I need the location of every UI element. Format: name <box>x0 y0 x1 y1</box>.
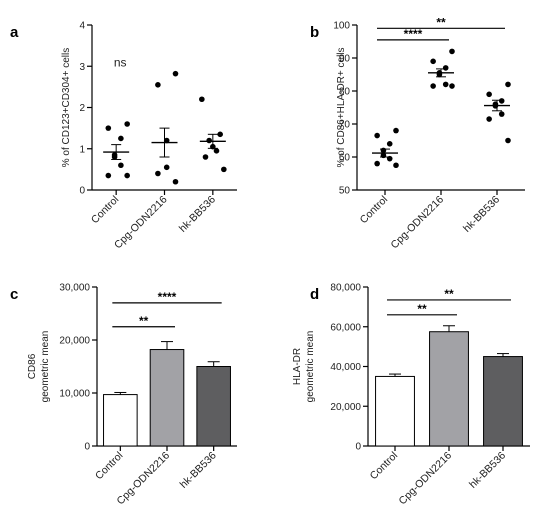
y-tick-label: 60 <box>339 153 351 164</box>
data-point <box>202 154 209 160</box>
y-tick-label: 50 <box>339 186 351 197</box>
y-tick-label: 30,000 <box>59 283 90 294</box>
bar-control <box>375 375 415 447</box>
data-point <box>172 70 179 77</box>
x-tick-label: Control <box>368 450 400 482</box>
x-tick-label: hk-BB536 <box>177 194 218 235</box>
data-point <box>374 160 380 167</box>
data-point <box>217 131 223 138</box>
data-point <box>505 137 511 144</box>
y-tick-label: 20,000 <box>330 402 361 413</box>
y-tick-label: 0 <box>355 442 361 453</box>
bar-hk-bb536 <box>196 366 231 447</box>
panel-letter-a: a <box>10 24 19 41</box>
data-point <box>155 82 161 88</box>
ns-label: ns <box>114 55 127 69</box>
x-tick-label: hk-BB536 <box>467 450 508 491</box>
panel-letter-b: b <box>310 24 319 41</box>
data-point <box>105 125 112 131</box>
y-tick-label: 60,000 <box>330 322 361 333</box>
y-axis-title: HLA-DR <box>292 348 303 385</box>
y-axis-title: geometric mean <box>305 331 316 403</box>
y-tick-label: 20,000 <box>59 336 90 347</box>
bar-control <box>103 394 138 447</box>
bar-cpg-odn2216 <box>149 349 185 447</box>
data-point <box>505 81 511 88</box>
significance-label: ** <box>417 302 427 316</box>
data-point <box>118 162 124 169</box>
significance-label: **** <box>158 290 177 304</box>
bar-cpg-odn2216 <box>429 331 469 447</box>
y-tick-label: 10,000 <box>59 389 90 400</box>
data-point <box>118 135 124 142</box>
significance-label: ** <box>436 15 446 29</box>
x-tick-label: Control <box>93 450 125 482</box>
bar-hk-bb536 <box>483 356 523 447</box>
data-point <box>199 96 205 103</box>
x-tick-label: hk-BB536 <box>178 450 219 491</box>
data-point <box>172 178 179 185</box>
x-tick-label: Cpg-ODN2216 <box>389 194 447 252</box>
y-axis-title: % of CD86+HLA-DR+ cells <box>336 47 347 167</box>
data-point <box>105 172 112 179</box>
panel-letter-d: d <box>310 286 319 303</box>
y-tick-label: 3 <box>79 62 85 73</box>
data-point <box>213 148 220 154</box>
data-point <box>430 83 436 89</box>
y-axis-title: geometric mean <box>40 331 51 403</box>
y-tick-label: 0 <box>79 186 85 197</box>
data-point <box>393 127 399 134</box>
data-point <box>393 162 399 169</box>
significance-label: **** <box>404 27 423 41</box>
data-point <box>374 132 380 139</box>
panel-letter-c: c <box>10 286 18 303</box>
y-tick-label: 4 <box>79 21 85 32</box>
data-point <box>124 121 130 127</box>
significance-label: ** <box>444 287 454 301</box>
data-point <box>221 166 227 173</box>
data-point <box>449 83 455 89</box>
y-axis-title: CD86 <box>27 353 38 379</box>
data-point <box>163 164 170 171</box>
y-tick-label: 0 <box>84 442 90 453</box>
data-point <box>442 65 449 71</box>
y-tick-label: 90 <box>339 54 351 65</box>
x-tick-label: Control <box>358 194 390 226</box>
y-tick-label: 80,000 <box>330 283 361 294</box>
x-tick-label: Control <box>89 194 121 226</box>
data-point <box>430 58 436 65</box>
significance-label: ** <box>139 314 149 328</box>
data-point <box>386 141 393 147</box>
panel-d: d 0 20,000 40,000 60,000 80,000 ControlCpg-ODN… <box>292 283 530 508</box>
data-point <box>155 170 161 177</box>
data-point <box>498 98 505 104</box>
x-tick-label: hk-BB536 <box>461 194 502 235</box>
data-point <box>206 137 212 144</box>
y-tick-label: 2 <box>79 103 85 114</box>
y-tick-label: 100 <box>333 21 350 32</box>
y-tick-label: 40,000 <box>330 362 361 373</box>
y-axis-title: % of CD123+CD304+ cells <box>61 48 72 168</box>
x-tick-label: Cpg-ODN2216 <box>397 450 455 508</box>
data-point <box>124 172 130 179</box>
data-point <box>498 111 505 117</box>
data-point <box>486 116 492 122</box>
data-point <box>449 48 455 55</box>
y-tick-label: 70 <box>339 120 351 131</box>
y-tick-label: 1 <box>79 144 85 155</box>
y-tick-label: 80 <box>339 87 351 98</box>
data-point <box>486 91 492 98</box>
data-point <box>442 81 449 88</box>
